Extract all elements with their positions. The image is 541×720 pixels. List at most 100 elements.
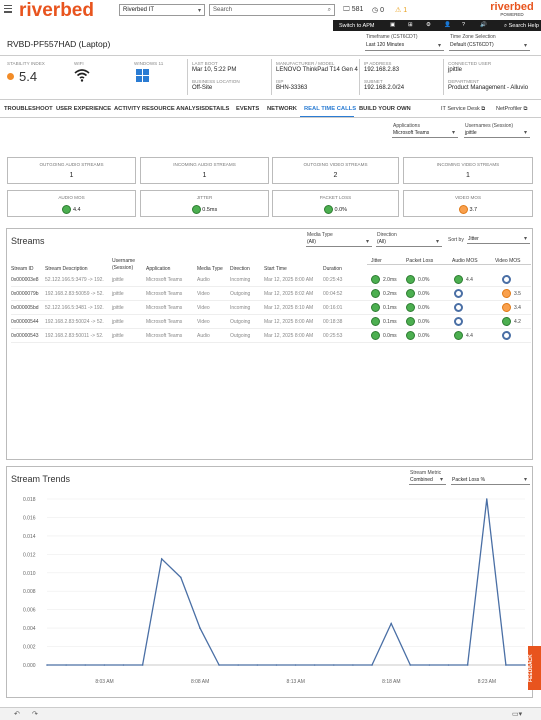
data-point[interactable]: [447, 664, 450, 666]
streams-title: Streams: [11, 236, 45, 246]
data-point[interactable]: [65, 664, 67, 666]
search-input[interactable]: Search ⌕: [209, 4, 335, 16]
tab-troubleshoot[interactable]: TROUBLESHOOT: [4, 106, 53, 112]
col-header[interactable]: Jitter: [371, 258, 382, 264]
utility-bar: Switch to APM ▣ ⊞ ⚙ 👤 ? 🔊 ⌕ Search Help: [333, 20, 541, 31]
tab-details[interactable]: DETAILS: [205, 106, 230, 112]
help-icon[interactable]: ?: [462, 21, 466, 28]
data-point[interactable]: [524, 664, 526, 666]
data-point[interactable]: [409, 664, 412, 666]
service-desk-link[interactable]: IT Service Desk ⧉: [441, 106, 485, 113]
data-point[interactable]: [46, 664, 48, 666]
chevron-down-icon: ▾: [523, 43, 527, 49]
data-point[interactable]: [428, 664, 431, 666]
data-point[interactable]: [256, 664, 259, 666]
good-status-icon: [62, 205, 72, 214]
data-point[interactable]: [505, 664, 507, 666]
gear-icon[interactable]: ⚙: [426, 21, 431, 28]
netprofiler-link[interactable]: NetProfiler ⧉: [496, 106, 527, 113]
data-point[interactable]: [352, 664, 354, 666]
tab-real-time-calls[interactable]: REAL TIME CALLS: [304, 106, 357, 112]
tab-activity-resource-analysis[interactable]: ACTIVITY RESOURCE ANALYSIS: [114, 106, 205, 112]
brand-logo[interactable]: riverbed: [19, 0, 94, 21]
table-cell: jpittle: [112, 291, 124, 297]
col-header[interactable]: Video MOS: [495, 258, 521, 264]
metric-value: 0.1ms: [383, 318, 397, 325]
monitor-icon-small[interactable]: ▣: [390, 22, 396, 28]
device-preview-icon[interactable]: ▭▾: [512, 711, 523, 718]
data-point[interactable]: [160, 558, 163, 560]
speaker-icon[interactable]: 🔊: [480, 21, 487, 28]
user-icon[interactable]: 👤: [444, 21, 451, 28]
mos-cell: 4.2: [502, 317, 521, 326]
series-line[interactable]: [47, 498, 525, 666]
menu-icon[interactable]: [4, 5, 12, 13]
col-header[interactable]: Start Time: [264, 266, 287, 272]
table-cell: Mar 12, 2025 8:00 AM: [264, 319, 314, 325]
data-point[interactable]: [466, 664, 469, 666]
tab-build-your-own[interactable]: BUILD YOUR OWN: [359, 106, 411, 112]
switch-apm-link[interactable]: Switch to APM: [339, 22, 375, 29]
redo-icon[interactable]: ↷: [32, 711, 38, 718]
direction-select[interactable]: (All) ▾: [376, 238, 442, 247]
media-type-select[interactable]: (All) ▾: [306, 238, 372, 247]
sortby-select[interactable]: Jitter ▾: [467, 235, 530, 244]
zero-counter[interactable]: ◷ 0: [372, 6, 384, 14]
col-header[interactable]: Media Type: [197, 266, 223, 272]
grid-icon[interactable]: ⊞: [408, 21, 413, 28]
y-tick-label: 0.004: [23, 626, 36, 632]
metric-select[interactable]: Packet Loss % ▾: [451, 476, 530, 485]
table-cell: jpittle: [112, 319, 124, 325]
data-point[interactable]: [275, 664, 278, 666]
alerts-counter[interactable]: ⚠ 1: [395, 6, 407, 14]
media-type-label: Media Type: [307, 232, 333, 238]
timeframe-select[interactable]: Last 120 Minutes ▾: [365, 41, 444, 51]
devices-counter[interactable]: 🖵 581: [343, 6, 363, 14]
data-point[interactable]: [333, 664, 335, 666]
combined-select[interactable]: Combined ▾: [409, 476, 446, 485]
kpi-incoming-video: INCOMING VIDEO STREAMS 1: [403, 157, 533, 184]
col-header[interactable]: Direction: [230, 266, 250, 272]
mos-value: 4.4: [466, 276, 473, 283]
search-help-link[interactable]: ⌕ Search Help: [504, 23, 539, 30]
col-header[interactable]: Audio MOS: [452, 258, 478, 264]
data-point[interactable]: [180, 576, 182, 579]
feedback-tab[interactable]: FEEDBACK: [528, 646, 541, 690]
data-point[interactable]: [237, 664, 239, 666]
col-header[interactable]: Stream Description: [45, 266, 88, 272]
data-point[interactable]: [199, 627, 201, 629]
data-point[interactable]: [122, 664, 125, 666]
row-divider: [11, 286, 531, 287]
workspace-select[interactable]: Riverbed IT ▾: [119, 4, 205, 16]
clock-icon: ◷: [372, 7, 379, 14]
data-point[interactable]: [313, 664, 316, 666]
data-point[interactable]: [294, 664, 297, 666]
col-header[interactable]: Stream ID: [11, 266, 34, 272]
timezone-select[interactable]: Default (CST6CDT) ▾: [449, 41, 530, 51]
col-header[interactable]: Duration: [323, 266, 342, 272]
data-point[interactable]: [141, 664, 144, 666]
data-point[interactable]: [390, 622, 392, 625]
data-point[interactable]: [371, 664, 373, 666]
bizloc-value: Off-Site: [192, 85, 213, 91]
data-point[interactable]: [485, 498, 488, 500]
tab-user-experience[interactable]: USER EXPERIENCE: [56, 106, 112, 112]
col-header[interactable]: Username (Session): [112, 258, 136, 271]
col-header[interactable]: Packet Loss: [406, 258, 434, 264]
data-point[interactable]: [103, 664, 106, 666]
users-select[interactable]: jpittle ▾: [464, 129, 530, 138]
tab-events[interactable]: EVENTS: [236, 106, 260, 112]
sortby-value: Jitter: [468, 236, 479, 242]
undo-icon[interactable]: ↶: [14, 711, 20, 718]
col-header[interactable]: Application: [146, 266, 171, 272]
ip-label: IP ADDRESS: [364, 61, 392, 66]
riverbed-right-text: riverbed: [490, 1, 534, 13]
kpi-label: AUDIO MOS: [58, 195, 85, 200]
data-point[interactable]: [218, 664, 220, 666]
mos-cell: [502, 275, 514, 284]
apps-select[interactable]: Microsoft Teams ▾: [392, 129, 458, 138]
empty-status-icon: [502, 331, 511, 340]
tab-network[interactable]: NETWORK: [267, 106, 297, 112]
data-point[interactable]: [84, 664, 87, 666]
good-status-icon: [406, 289, 415, 298]
